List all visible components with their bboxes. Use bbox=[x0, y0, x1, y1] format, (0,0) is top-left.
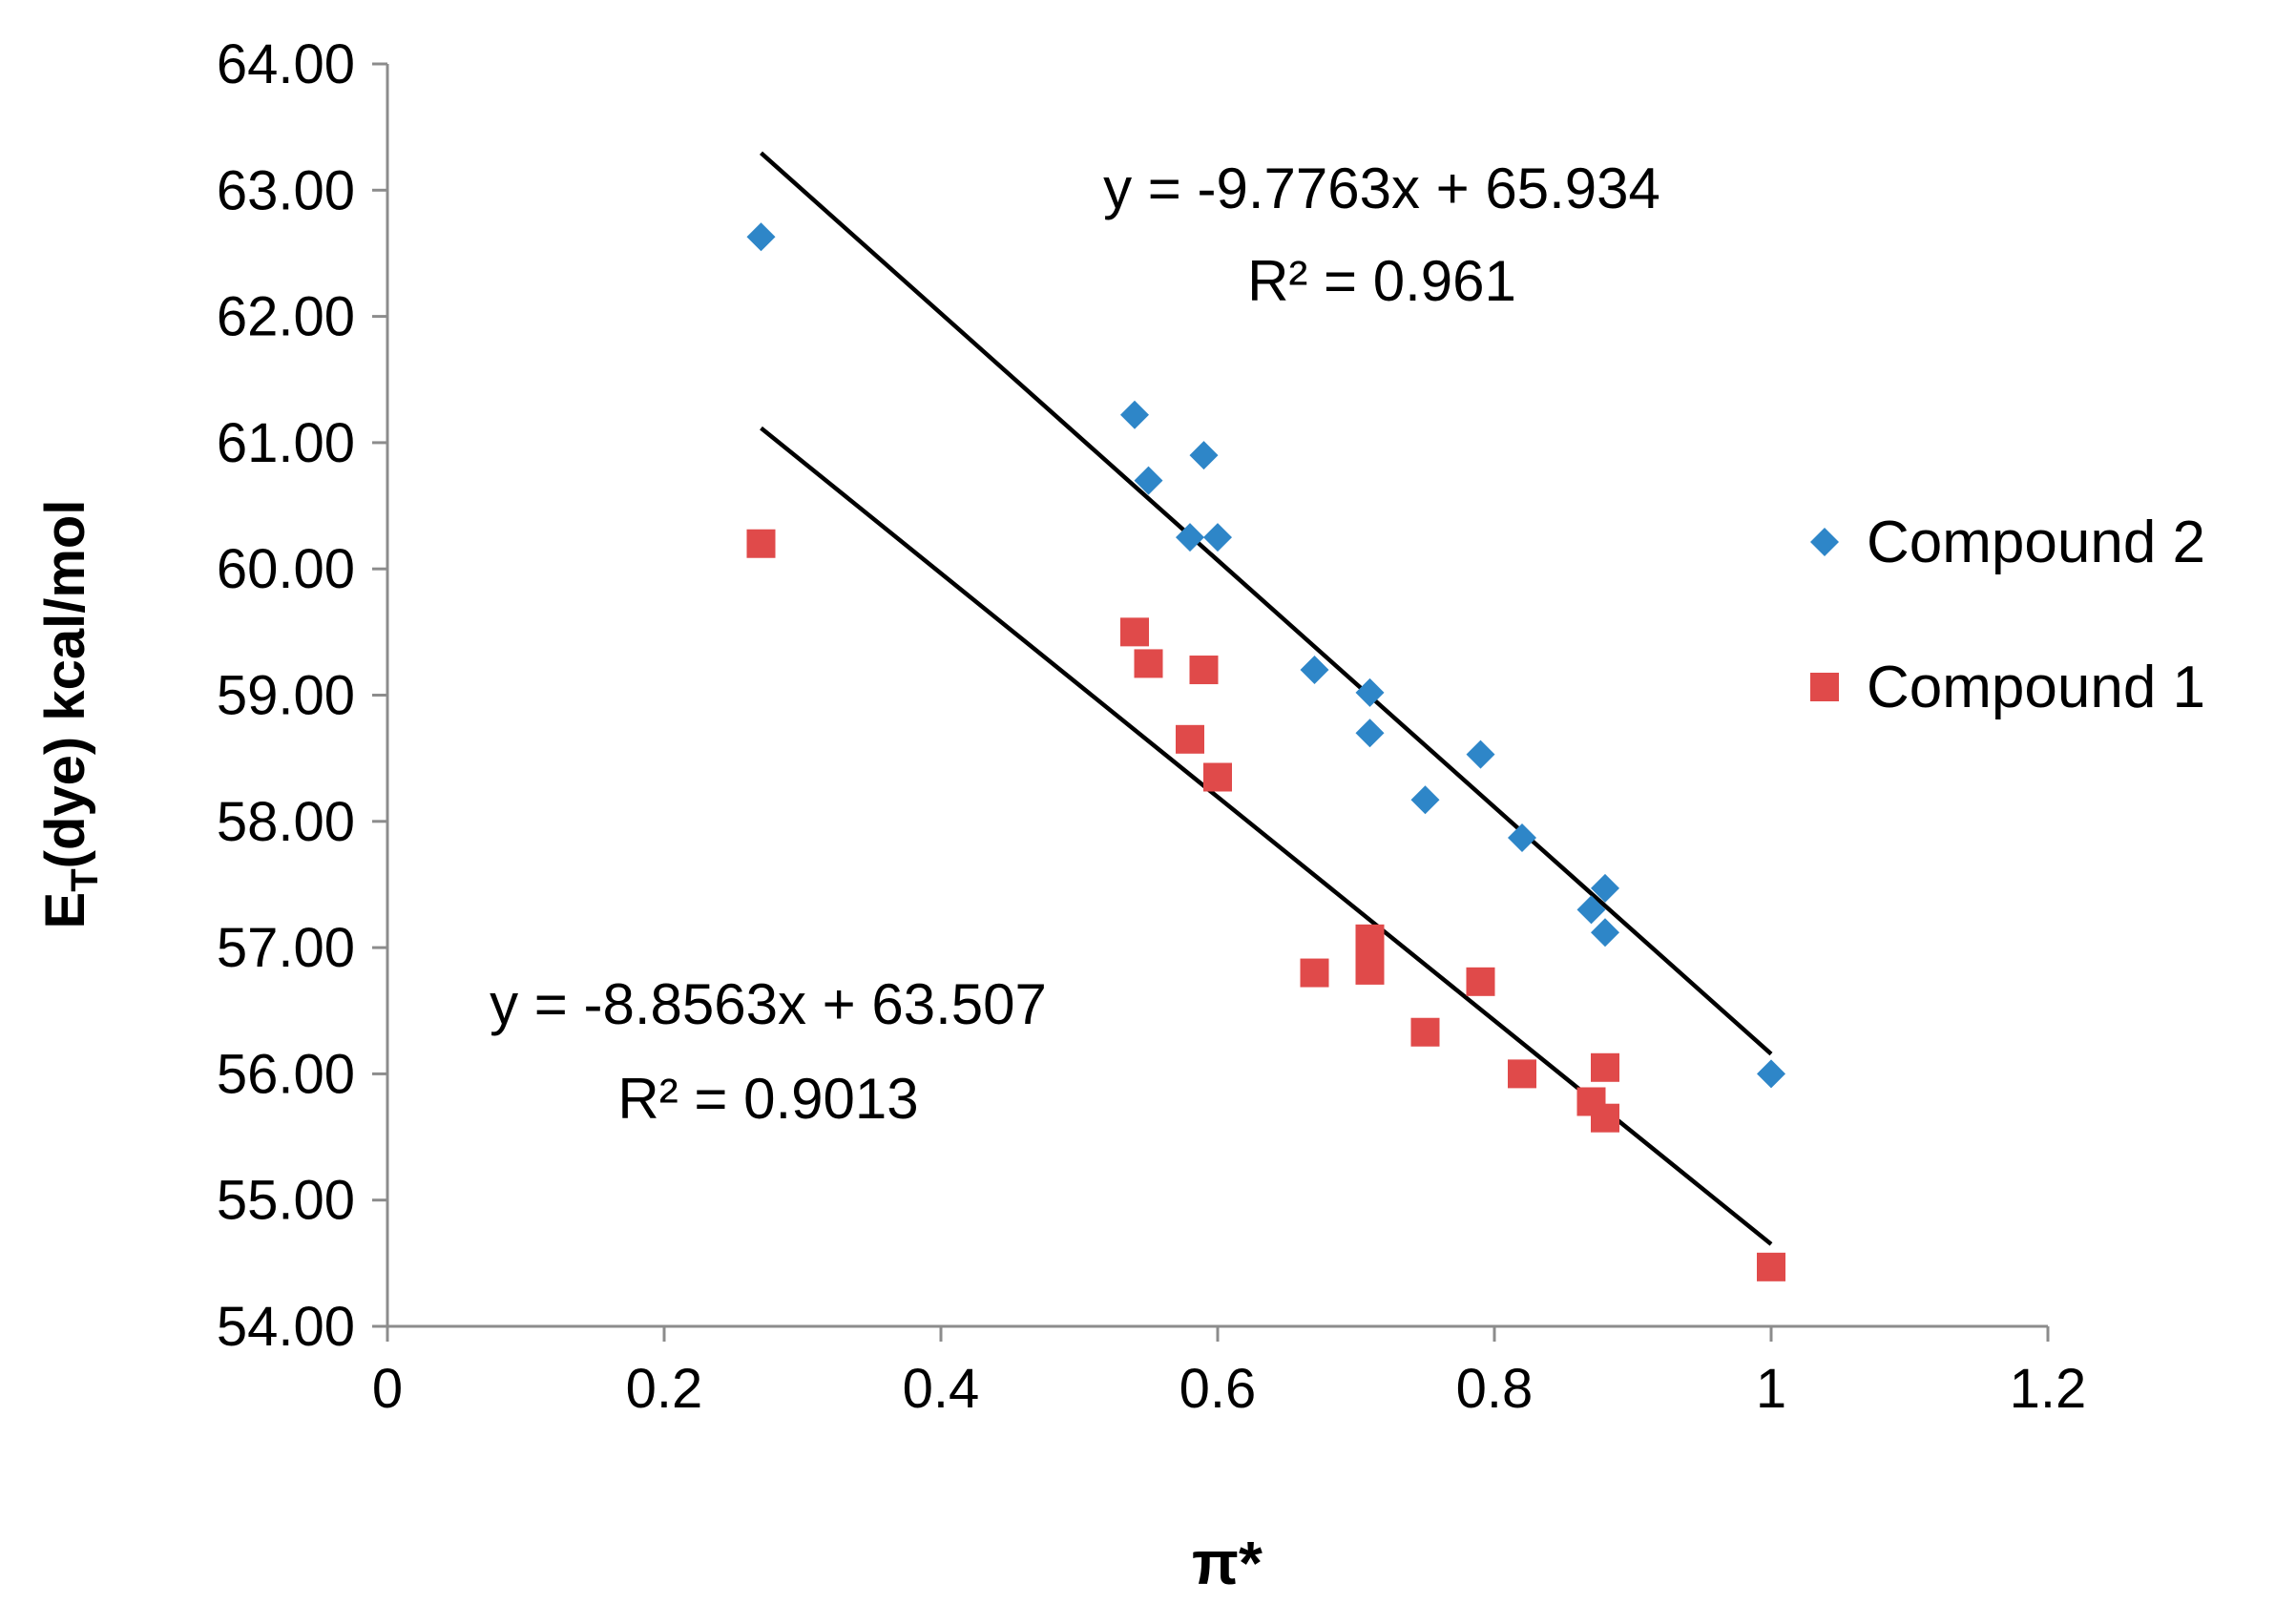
legend-label-compound-2: Compound 2 bbox=[1867, 510, 2205, 575]
y-axis-title: ET(dye) kcal/mol bbox=[34, 500, 106, 929]
x-tick-label: 1.2 bbox=[2010, 1358, 2087, 1420]
y-axis-title-main: E bbox=[34, 892, 96, 929]
x-tick-label: 0.6 bbox=[1179, 1358, 1257, 1420]
y-tick-label: 58.00 bbox=[217, 791, 355, 853]
compound-1-point bbox=[746, 529, 776, 558]
legend-label-compound-1: Compound 1 bbox=[1867, 655, 2205, 720]
legend-marker-compound-1 bbox=[1810, 673, 1839, 701]
compound-1-point bbox=[1300, 958, 1329, 988]
compound-2-point bbox=[1757, 1059, 1785, 1089]
y-tick-label: 61.00 bbox=[217, 412, 355, 474]
y-tick-label: 54.00 bbox=[217, 1296, 355, 1358]
compound-2-point bbox=[1576, 895, 1606, 925]
compound-2-point bbox=[1355, 719, 1385, 748]
y-tick-label: 56.00 bbox=[217, 1043, 355, 1105]
trendline-equation-compound-2: y = -9.7763x + 65.934 bbox=[1103, 156, 1660, 220]
y-tick-label: 63.00 bbox=[217, 159, 355, 221]
y-tick-label: 59.00 bbox=[217, 665, 355, 727]
compound-2-point bbox=[746, 222, 776, 252]
x-tick-label: 0.8 bbox=[1456, 1358, 1534, 1420]
compound-1-point bbox=[1591, 1052, 1619, 1082]
compound-1-point bbox=[1120, 617, 1149, 647]
compound-1-point bbox=[1189, 656, 1219, 685]
y-axis-title-subscript: T bbox=[64, 868, 106, 891]
y-tick-label: 60.00 bbox=[217, 538, 355, 600]
compound-1-point bbox=[1355, 955, 1385, 985]
data-points bbox=[746, 222, 1785, 1281]
compound-2-point bbox=[1176, 523, 1204, 552]
legend: Compound 2 Compound 1 bbox=[1810, 510, 2205, 720]
y-tick-label: 57.00 bbox=[217, 917, 355, 979]
x-tick-label: 0 bbox=[372, 1358, 403, 1420]
x-tick-label: 0.4 bbox=[903, 1358, 980, 1420]
y-tick-label: 64.00 bbox=[217, 33, 355, 95]
y-axis-title-rest: (dye) kcal/mol bbox=[34, 500, 96, 869]
compound-2-point bbox=[1203, 523, 1232, 552]
x-tick-label: 0.2 bbox=[626, 1358, 703, 1420]
compound-1-point bbox=[1466, 967, 1495, 996]
compound-2-point bbox=[1466, 740, 1495, 769]
trendline-r2-compound-1: R² = 0.9013 bbox=[617, 1067, 918, 1131]
compound-1-point bbox=[1176, 724, 1204, 754]
compound-2-point bbox=[1300, 656, 1329, 685]
compound-2-point bbox=[1134, 466, 1163, 495]
compound-2-point bbox=[1355, 677, 1385, 707]
compound-1-point bbox=[1591, 1103, 1619, 1133]
compound-2-point bbox=[1120, 400, 1149, 429]
compound-2-point bbox=[1410, 785, 1440, 815]
compound-2-point bbox=[1591, 873, 1619, 903]
y-tick-label: 62.00 bbox=[217, 286, 355, 348]
x-tick-label: 1 bbox=[1756, 1358, 1786, 1420]
trendline-equation-compound-1: y = -8.8563x + 63.507 bbox=[490, 972, 1047, 1036]
trendline-compound-2 bbox=[760, 151, 1773, 1056]
compound-2-point bbox=[1508, 823, 1536, 852]
legend-marker-compound-2 bbox=[1810, 528, 1839, 556]
compound-1-point bbox=[1757, 1252, 1785, 1281]
compound-1-point bbox=[1410, 1017, 1440, 1047]
compound-2-point bbox=[1591, 918, 1619, 948]
annotations: y = -9.7763x + 65.934 R² = 0.961 y = -8.85… bbox=[490, 156, 1660, 1131]
compound-1-point bbox=[1203, 762, 1232, 792]
axes: 54.00 55.00 56.00 57.00 58.00 59.00 60.00 61.00… bbox=[34, 33, 2086, 1597]
trendline-r2-compound-2: R² = 0.961 bbox=[1247, 249, 1516, 313]
y-tick-label: 55.00 bbox=[217, 1170, 355, 1232]
compound-1-point bbox=[1508, 1059, 1536, 1089]
compound-1-point bbox=[1134, 649, 1163, 678]
compound-2-point bbox=[1189, 441, 1219, 470]
x-axis-title: π* bbox=[1192, 1529, 1263, 1597]
